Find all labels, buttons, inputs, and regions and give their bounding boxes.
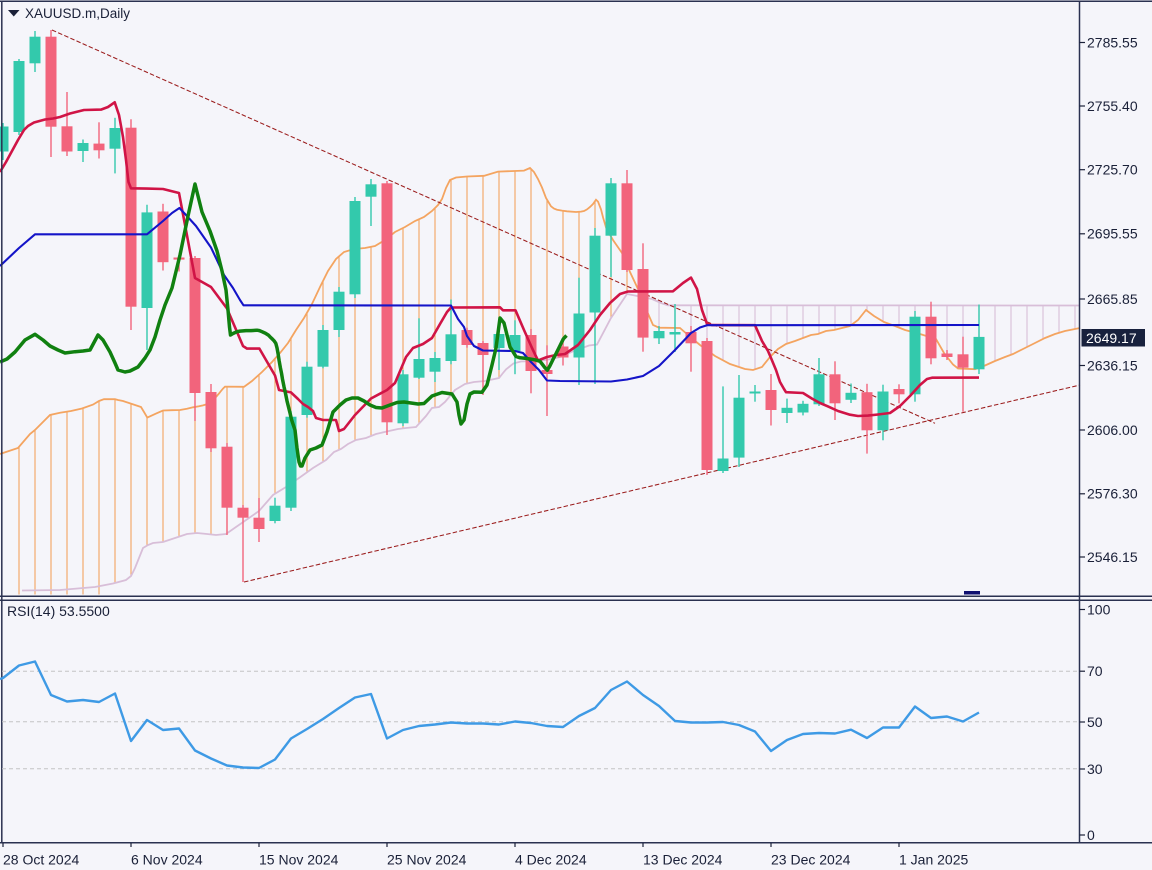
svg-text:1 Jan 2025: 1 Jan 2025 xyxy=(899,852,968,868)
svg-text:2546.15: 2546.15 xyxy=(1087,549,1138,565)
svg-text:2649.17: 2649.17 xyxy=(1086,330,1137,346)
svg-text:23 Dec 2024: 23 Dec 2024 xyxy=(771,852,851,868)
svg-text:0: 0 xyxy=(1087,827,1095,843)
svg-text:2755.40: 2755.40 xyxy=(1087,98,1138,114)
svg-text:2665.85: 2665.85 xyxy=(1087,291,1138,307)
svg-text:2606.00: 2606.00 xyxy=(1087,422,1138,438)
svg-text:XAUUSD.m,Daily: XAUUSD.m,Daily xyxy=(25,6,130,21)
svg-text:2725.70: 2725.70 xyxy=(1087,162,1138,178)
svg-text:6 Nov 2024: 6 Nov 2024 xyxy=(131,852,203,868)
svg-text:28 Oct 2024: 28 Oct 2024 xyxy=(3,852,79,868)
svg-text:2636.15: 2636.15 xyxy=(1087,357,1138,373)
svg-text:2576.30: 2576.30 xyxy=(1087,486,1138,502)
svg-text:4 Dec 2024: 4 Dec 2024 xyxy=(515,852,587,868)
svg-text:50: 50 xyxy=(1087,714,1103,730)
svg-text:25 Nov 2024: 25 Nov 2024 xyxy=(387,852,467,868)
svg-text:13 Dec 2024: 13 Dec 2024 xyxy=(643,852,723,868)
svg-text:100: 100 xyxy=(1087,601,1111,617)
svg-text:2695.55: 2695.55 xyxy=(1087,226,1138,242)
svg-text:15 Nov 2024: 15 Nov 2024 xyxy=(259,852,339,868)
svg-text:2785.55: 2785.55 xyxy=(1087,34,1138,50)
svg-text:30: 30 xyxy=(1087,761,1103,777)
svg-text:70: 70 xyxy=(1087,663,1103,679)
svg-text:RSI(14) 53.5500: RSI(14) 53.5500 xyxy=(7,603,110,619)
